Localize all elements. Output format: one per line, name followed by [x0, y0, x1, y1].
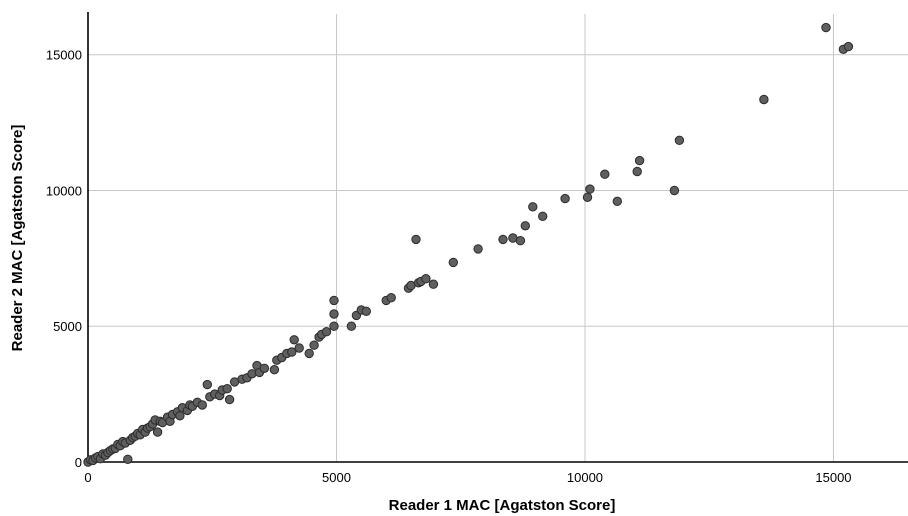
- data-point: [197, 400, 208, 410]
- data-point: [287, 347, 297, 357]
- data-point: [346, 321, 357, 331]
- data-point: [294, 343, 304, 353]
- data-point: [520, 221, 530, 231]
- data-point: [669, 185, 680, 196]
- data-point: [821, 22, 831, 33]
- data-point: [421, 274, 431, 284]
- data-point: [600, 169, 610, 179]
- y-tick-label: 5000: [53, 319, 82, 334]
- data-point: [224, 394, 235, 405]
- data-point: [674, 135, 685, 146]
- x-tick-label: 15000: [815, 470, 851, 485]
- data-point: [448, 257, 458, 268]
- data-point: [304, 348, 314, 359]
- data-point: [759, 94, 769, 105]
- data-point: [123, 454, 133, 464]
- data-point: [582, 192, 593, 203]
- data-point: [152, 427, 163, 437]
- data-point: [309, 340, 319, 350]
- data-point: [498, 234, 508, 245]
- data-point: [361, 306, 371, 316]
- points-layer: [83, 22, 854, 467]
- grid-layer: [88, 14, 908, 462]
- data-point: [259, 363, 270, 373]
- data-point: [585, 184, 595, 194]
- data-point: [411, 234, 421, 245]
- data-point: [538, 211, 548, 222]
- data-point: [202, 379, 213, 390]
- axis-layer: 0 5000 10000 15000 0 5000 10000 15000: [46, 12, 908, 485]
- data-point: [269, 365, 280, 375]
- data-point: [560, 193, 570, 204]
- y-tick-label: 10000: [46, 183, 82, 198]
- x-axis-title: Reader 1 MAC [Agatston Score]: [389, 497, 616, 514]
- data-point: [329, 309, 339, 319]
- data-point: [289, 335, 299, 345]
- data-point: [632, 166, 642, 177]
- data-point: [329, 295, 339, 306]
- data-point: [247, 369, 257, 379]
- data-point: [329, 321, 339, 331]
- data-point: [612, 196, 622, 207]
- data-point: [321, 327, 332, 337]
- labels-layer: Reader 1 MAC [Agatston Score] Reader 2 M…: [9, 125, 615, 514]
- y-tick-label: 0: [75, 455, 82, 470]
- x-tick-label: 5000: [322, 470, 351, 485]
- y-tick-label: 15000: [46, 48, 82, 63]
- data-point: [515, 236, 526, 246]
- y-axis-title: Reader 2 MAC [Agatston Score]: [9, 125, 26, 352]
- data-point: [386, 293, 396, 303]
- data-point: [843, 41, 854, 52]
- data-point: [634, 155, 645, 166]
- x-tick-label: 10000: [567, 470, 603, 485]
- x-tick-label: 0: [84, 470, 91, 485]
- data-point: [528, 202, 538, 212]
- data-point: [222, 384, 232, 394]
- data-point: [428, 279, 439, 289]
- data-point: [473, 244, 483, 254]
- data-point: [175, 411, 185, 421]
